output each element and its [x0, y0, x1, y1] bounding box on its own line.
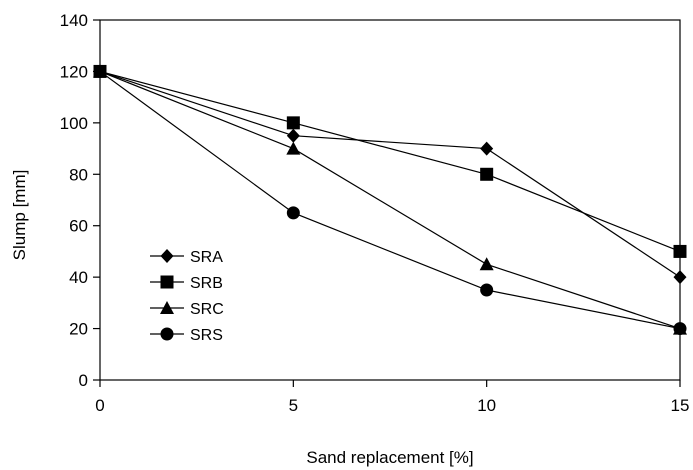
axes: 0 20 40 60 80 100 120 140 0 5 10 15	[60, 11, 690, 415]
series-line-srb	[99, 70, 681, 252]
series-line-sra	[99, 70, 681, 278]
x-tick-label-15: 15	[671, 396, 690, 415]
legend-label-src: SRC	[190, 301, 224, 318]
x-tick-label-5: 5	[289, 396, 298, 415]
legend-entry-srb: SRB	[150, 275, 223, 292]
legend-entry-srs: SRS	[150, 327, 223, 344]
legend-entry-sra: SRA	[150, 249, 223, 266]
legend-label-srb: SRB	[190, 275, 223, 292]
series-srs	[93, 64, 687, 336]
point-sra-5	[286, 128, 300, 143]
legend-entry-src: SRC	[150, 301, 224, 318]
point-srb-15	[673, 244, 687, 258]
series-line-srs	[99, 70, 681, 330]
legend-label-sra: SRA	[190, 249, 223, 266]
y-tick-label-120: 120	[60, 62, 88, 81]
y-tick-label-40: 40	[69, 268, 88, 287]
point-srs-10	[480, 283, 494, 297]
point-srb-5	[286, 116, 300, 130]
series-srb	[93, 64, 687, 258]
point-sra-10	[480, 141, 494, 156]
point-srs-0	[93, 64, 107, 78]
y-tick-label-100: 100	[60, 114, 88, 133]
y-tick-label-20: 20	[69, 320, 88, 339]
legend-marker-srb	[160, 275, 174, 289]
point-srs-15	[673, 322, 687, 336]
y-tick-label-60: 60	[69, 217, 88, 236]
point-sra-15	[673, 270, 687, 285]
point-src-5	[286, 141, 301, 155]
legend-marker-srs	[160, 327, 174, 341]
x-axis-title: Sand replacement [%]	[306, 448, 473, 467]
legend-label-srs: SRS	[190, 327, 223, 344]
x-tick-label-10: 10	[477, 396, 496, 415]
x-tick-label-0: 0	[95, 396, 104, 415]
point-src-10	[479, 257, 494, 271]
series-line-src	[99, 70, 681, 330]
plot-frame	[99, 19, 681, 381]
legend-marker-sra	[160, 249, 174, 263]
point-srb-10	[480, 167, 494, 181]
y-tick-label-0: 0	[79, 371, 88, 390]
legend-marker-src	[160, 301, 174, 314]
series-src	[93, 64, 687, 335]
y-axis-title: Slump [mm]	[10, 170, 29, 261]
series-group	[93, 64, 687, 336]
y-tick-label-140: 140	[60, 11, 88, 30]
point-srs-5	[286, 206, 300, 220]
legend: SRA SRB SRC SRS	[150, 249, 224, 344]
y-tick-label-80: 80	[69, 165, 88, 184]
